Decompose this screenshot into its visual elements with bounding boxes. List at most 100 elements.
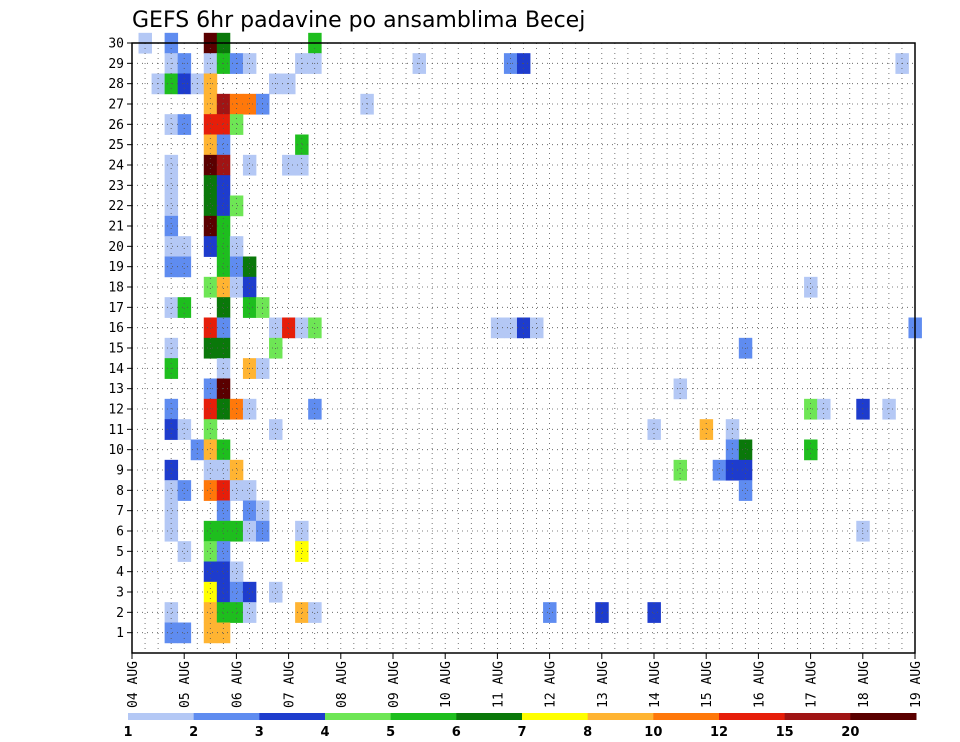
x-tick-label: 10 AUG [439,661,454,708]
heatmap-cell [216,561,231,583]
heatmap-cell [242,297,257,318]
y-tick-label: 4 [116,565,124,580]
colorbar-label: 3 [255,725,264,740]
heatmap-cell [308,317,322,339]
plot-grid [132,43,915,653]
heatmap-cell [242,93,257,115]
heatmap-cell [216,114,231,135]
heatmap-cell [203,236,218,257]
heatmap-cell [817,398,831,420]
y-tick-label: 28 [108,77,124,92]
y-tick-label: 16 [108,321,124,336]
colorbar-swatch [653,713,720,720]
heatmap-cell [269,419,283,440]
heatmap-cell [203,93,218,115]
x-tick-label: 18 AUG [857,661,872,708]
heatmap-cell [229,256,244,278]
heatmap-cell [295,317,309,339]
heatmap-cell [216,154,231,176]
heatmap-cell [164,297,179,318]
heatmap-cell [216,480,231,501]
x-tick-label: 11 AUG [491,661,506,708]
heatmap-cell [804,398,818,420]
heatmap-cell [203,276,218,298]
heatmap-cell [216,500,231,522]
y-tick-label: 20 [108,240,124,255]
heatmap-cell [229,602,244,623]
heatmap-cell [177,622,192,644]
y-tick-label: 25 [108,138,124,153]
heatmap-cell [216,236,231,257]
colorbar-label: 10 [644,725,662,740]
colorbar-label: 1 [123,725,132,740]
heatmap-cell [216,581,231,603]
colorbar-swatch [719,713,786,720]
heatmap-cell [216,459,231,481]
colorbar-swatch [390,713,457,720]
colorbar-swatch [325,713,392,720]
colorbar: 1 2 3 4 5 6 7 8 10 12 15 20 [123,713,917,740]
heatmap-cell [203,419,218,440]
heatmap-cell [216,215,231,237]
y-tick-label: 15 [108,342,124,357]
heatmap-cell [295,602,309,623]
heatmap-cell [203,439,218,461]
heatmap-cell [216,134,231,156]
y-tick-label: 30 [108,37,124,52]
colorbar-label: 8 [583,725,592,740]
x-tick-label: 17 AUG [805,661,820,708]
heatmap-cell [229,236,244,257]
heatmap-cell [229,581,244,603]
heatmap-cell [229,561,244,583]
heatmap-cell [203,398,218,420]
heatmap-cell [203,114,218,135]
heatmap-cell [203,622,218,644]
colorbar-swatch [456,713,523,720]
heatmap-cell [216,602,231,623]
heatmap-cell [216,398,231,420]
y-tick-label: 23 [108,179,124,194]
heatmap-cell [164,622,179,644]
heatmap-cell [164,520,179,542]
y-tick-label: 2 [116,606,124,621]
heatmap-cell [229,114,244,135]
colorbar-swatch [259,713,326,720]
y-tick-label: 19 [108,260,124,275]
heatmap-cell [164,398,179,420]
y-tick-label: 7 [116,504,124,519]
y-axis-ticks: 1234567891011121314151617181920212223242… [108,37,132,641]
y-tick-label: 1 [116,626,124,641]
colorbar-label: 5 [386,725,395,740]
x-tick-label: 13 AUG [596,661,611,708]
heatmap-cell [164,195,179,217]
heatmap-cell [242,480,257,501]
heatmap-cell [164,602,179,623]
heatmap-cell [177,541,192,562]
y-tick-label: 14 [108,362,124,377]
heatmap-cell [216,317,231,339]
heatmap-cell [203,175,218,196]
y-tick-label: 6 [116,525,124,540]
heatmap-cell [203,195,218,217]
heatmap-cell [177,236,192,257]
heatmap-cell [164,114,179,135]
heatmap-cell [804,276,818,298]
heatmap-cell [295,541,309,562]
heatmap-cell [738,480,753,501]
x-tick-label: 15 AUG [700,661,715,708]
x-tick-label: 19 AUG [909,661,924,708]
y-tick-label: 11 [108,423,124,438]
heatmap-cell [216,541,231,562]
y-tick-label: 24 [108,159,124,174]
heatmap-cell [295,154,309,176]
heatmap-cell [216,276,231,298]
heatmap-cell [203,317,218,339]
heatmap-cell [699,419,714,440]
heatmap-cell [242,500,257,522]
colorbar-swatch [193,713,260,720]
y-tick-label: 26 [108,118,124,133]
heatmap-cell [229,276,244,298]
colorbar-label: 12 [710,725,728,740]
colorbar-label: 2 [189,725,198,740]
heatmap-cell [242,398,257,420]
